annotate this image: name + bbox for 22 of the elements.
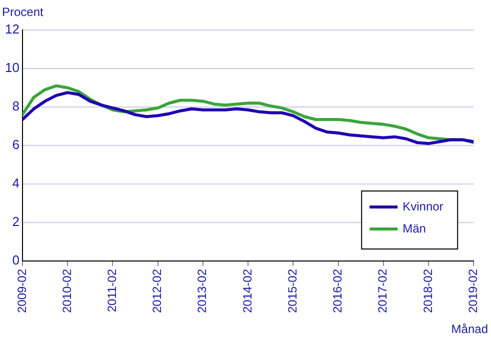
x-tick-label: 2012-02 bbox=[150, 268, 164, 314]
y-tick-label: 8 bbox=[12, 98, 20, 114]
x-tick-label: 2010-02 bbox=[60, 268, 74, 314]
x-tick-label: 2009-02 bbox=[14, 268, 29, 314]
legend-label: Män bbox=[402, 221, 426, 236]
x-tick-label: 2019-02 bbox=[466, 268, 480, 314]
x-tick-label: 2014-02 bbox=[240, 268, 254, 314]
y-tick-label: 10 bbox=[4, 60, 20, 76]
x-axis-title: Månad bbox=[451, 322, 488, 336]
x-tick-label: 2018-02 bbox=[420, 268, 435, 314]
y-tick-label: 2 bbox=[12, 214, 20, 230]
x-tick-label: 2011-02 bbox=[105, 268, 119, 312]
y-tick-label: 6 bbox=[12, 137, 20, 152]
x-tick-label: 2017-02 bbox=[376, 268, 390, 314]
legend-label: Kvinnor bbox=[402, 199, 444, 214]
x-tick-label: 2013-02 bbox=[195, 268, 210, 314]
y-axis-title: Procent bbox=[2, 5, 44, 19]
x-tick-label: 2015-02 bbox=[285, 268, 300, 314]
y-tick-label: 4 bbox=[12, 176, 20, 191]
x-tick-label: 2016-02 bbox=[330, 268, 345, 314]
y-tick-label: 12 bbox=[4, 22, 20, 37]
y-tick-label: 0 bbox=[12, 252, 20, 268]
